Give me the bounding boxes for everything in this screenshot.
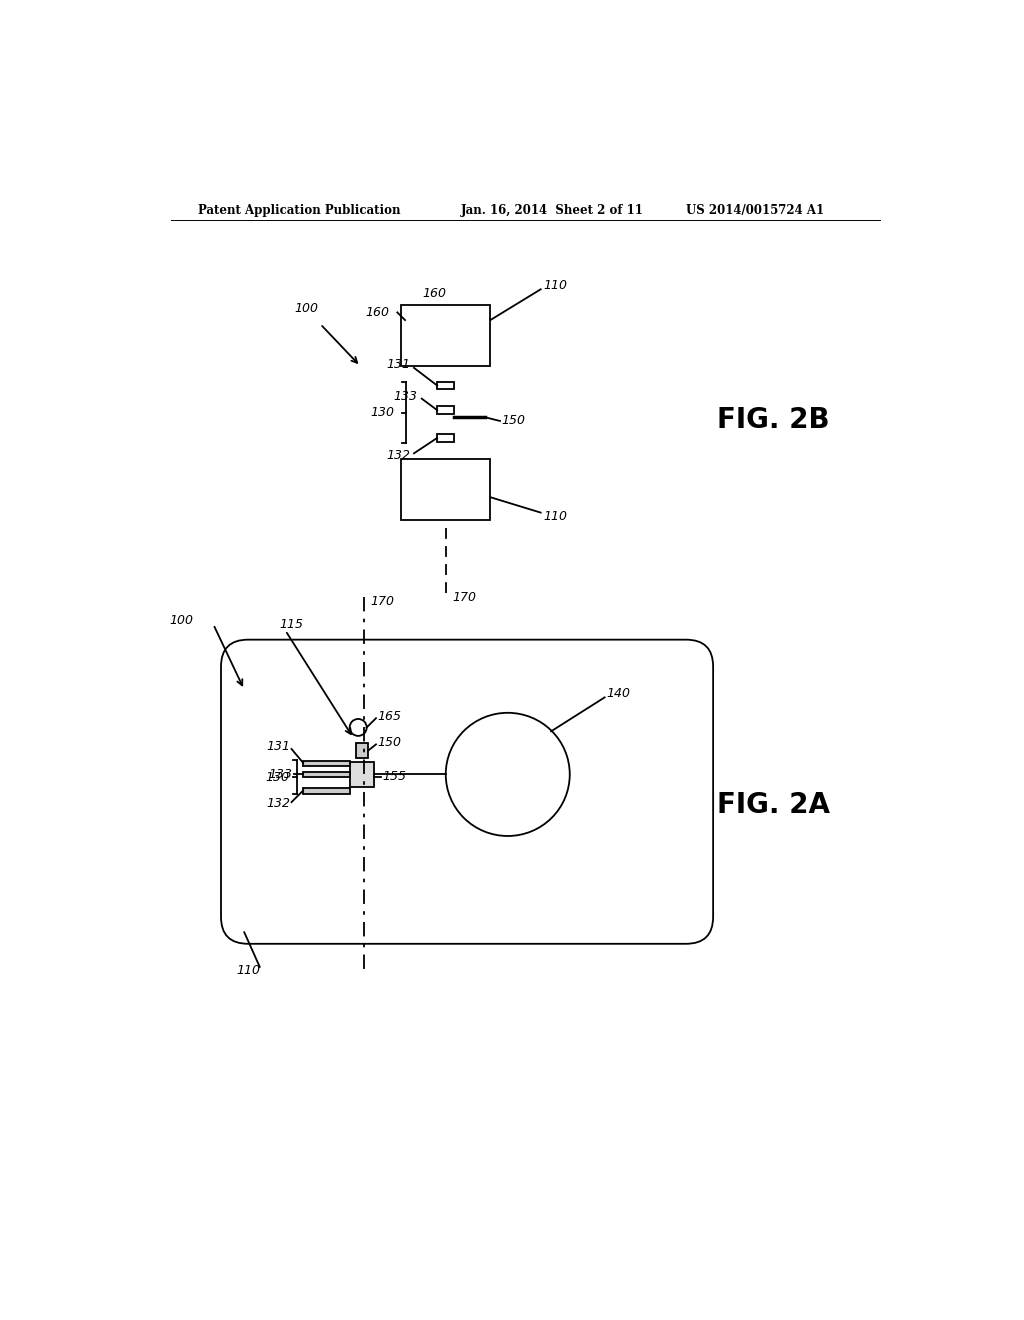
- Text: 140: 140: [606, 686, 630, 700]
- FancyBboxPatch shape: [303, 772, 349, 777]
- Text: 170: 170: [452, 591, 476, 603]
- Text: 132: 132: [266, 797, 290, 810]
- Text: Patent Application Publication: Patent Application Publication: [198, 205, 400, 218]
- Text: 165: 165: [378, 710, 401, 723]
- Circle shape: [445, 713, 569, 836]
- Text: 115: 115: [280, 618, 303, 631]
- Text: 133: 133: [394, 389, 418, 403]
- FancyBboxPatch shape: [401, 459, 490, 520]
- FancyBboxPatch shape: [303, 760, 349, 766]
- Text: US 2014/0015724 A1: US 2014/0015724 A1: [686, 205, 824, 218]
- FancyBboxPatch shape: [221, 640, 713, 944]
- Circle shape: [349, 719, 367, 737]
- Text: 131: 131: [266, 741, 290, 754]
- Text: 110: 110: [237, 964, 260, 977]
- Text: 130: 130: [371, 407, 394, 418]
- Text: 160: 160: [423, 286, 446, 300]
- Text: 150: 150: [378, 737, 401, 750]
- Text: 100: 100: [170, 614, 194, 627]
- FancyBboxPatch shape: [401, 305, 490, 367]
- FancyBboxPatch shape: [349, 762, 375, 787]
- Text: 100: 100: [295, 302, 318, 315]
- FancyBboxPatch shape: [303, 788, 349, 793]
- Text: 131: 131: [386, 358, 410, 371]
- Text: Jan. 16, 2014  Sheet 2 of 11: Jan. 16, 2014 Sheet 2 of 11: [461, 205, 644, 218]
- Text: 160: 160: [366, 306, 389, 319]
- FancyBboxPatch shape: [437, 381, 455, 389]
- Text: 133: 133: [268, 767, 292, 780]
- FancyBboxPatch shape: [356, 743, 369, 758]
- Text: 130: 130: [265, 771, 289, 784]
- Text: FIG. 2A: FIG. 2A: [717, 791, 830, 820]
- Text: FIG. 2B: FIG. 2B: [717, 407, 829, 434]
- FancyBboxPatch shape: [437, 434, 455, 442]
- Text: 110: 110: [543, 510, 567, 523]
- Text: 155: 155: [382, 771, 407, 783]
- Text: 170: 170: [371, 594, 394, 607]
- FancyBboxPatch shape: [437, 407, 455, 414]
- Text: 110: 110: [543, 279, 567, 292]
- Text: 132: 132: [386, 449, 410, 462]
- Text: 150: 150: [502, 414, 525, 428]
